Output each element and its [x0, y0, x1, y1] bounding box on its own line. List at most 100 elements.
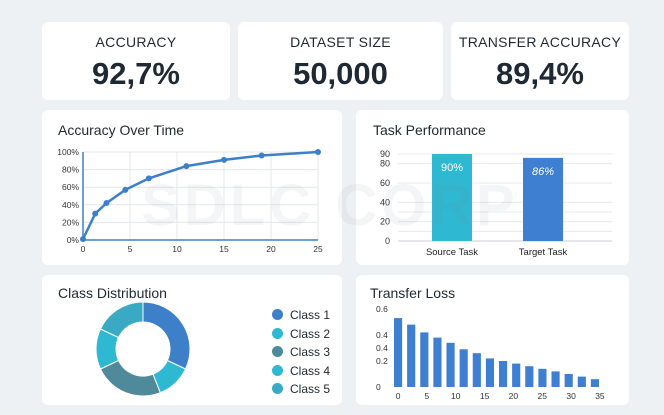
x-tick-label: 0 — [396, 391, 401, 401]
y-tick-label: 0.2 — [376, 356, 388, 366]
transfer-loss-bar-chart: 0 0.2 0.4 0.6 0.4 0 5 10 15 20 25 30 35 — [376, 304, 605, 401]
bar — [420, 332, 429, 387]
bar — [407, 324, 416, 387]
y-tick-label: 90 — [380, 149, 390, 159]
y-tick-label: 0% — [67, 235, 80, 245]
x-tick-label: 10 — [172, 244, 182, 254]
y-tick-label: 40 — [380, 197, 390, 207]
x-tick-label: 25 — [538, 391, 548, 401]
bar — [512, 363, 521, 387]
data-point — [145, 175, 152, 182]
kpi-label: ACCURACY — [95, 34, 177, 50]
bar — [485, 358, 495, 387]
bar — [564, 374, 573, 387]
x-tick-label: 20 — [509, 391, 519, 401]
y-tick-label: 0.6 — [376, 304, 388, 314]
bar-value-label: 90% — [441, 162, 463, 174]
legend-swatch — [272, 327, 283, 339]
donut-slice — [142, 301, 191, 370]
chart-title: Task Performance — [373, 122, 486, 138]
x-tick-label: 5 — [128, 244, 133, 254]
x-tick-label: 20 — [266, 244, 276, 254]
y-tick-label: 20% — [62, 217, 79, 227]
category-label: Target Task — [519, 247, 568, 258]
y-tick-label: 0.4 — [376, 330, 388, 340]
series-line — [81, 150, 319, 240]
x-tick-label: 5 — [425, 391, 430, 401]
x-tick-label: 25 — [313, 244, 323, 254]
kpi-card-accuracy: ACCURACY 92,7% — [42, 22, 230, 100]
kpi-card-dataset-size: DATASET SIZE 50,000 — [238, 22, 443, 100]
y-tick-label: 20 — [380, 217, 390, 227]
legend-label: Class 2 — [290, 326, 331, 341]
chart-title: Accuracy Over Time — [58, 122, 185, 138]
class-distribution-card: Class Distribution Class 1 Class 2 Class 3… — [42, 275, 342, 405]
kpi-label: TRANSFER ACCURACY — [458, 34, 622, 50]
kpi-value: 50,000 — [293, 56, 388, 91]
y-tick-label: 60% — [62, 182, 79, 192]
kpi-value: 92,7% — [92, 56, 180, 91]
legend-swatch — [272, 309, 283, 320]
y-tick-label: 100% — [57, 147, 79, 157]
data-point — [221, 156, 227, 163]
legend-item: Class 5 — [272, 382, 330, 396]
bar — [551, 371, 560, 387]
x-tick-label: 35 — [595, 391, 605, 401]
task-performance-card: Task Performance 0 20 40 60 80 90 90% Source Ta… — [356, 110, 629, 265]
data-point — [315, 149, 321, 155]
x-tick-label: 0 — [81, 244, 86, 254]
data-point — [258, 152, 265, 159]
data-point — [122, 186, 129, 193]
data-point — [92, 210, 99, 217]
data-point — [103, 200, 110, 207]
data-point — [183, 163, 190, 170]
bar — [499, 361, 508, 387]
bar — [432, 154, 472, 241]
kpi-card-transfer-accuracy: TRANSFER ACCURACY 89,4% — [451, 22, 629, 100]
accuracy-line-chart: 0% 20% 40% 60% 80% 100% 0 5 10 15 20 25 — [57, 147, 323, 254]
chart-title: Transfer Loss — [370, 285, 456, 301]
y-tick-label: 0 — [376, 382, 381, 392]
legend-item: Class 3 — [272, 345, 330, 359]
legend-label: Class 3 — [290, 345, 331, 359]
transfer-loss-card: Transfer Loss 0 0.2 0.4 0.6 0.4 0 5 10 15 20 25 30 3… — [356, 275, 629, 405]
y-tick-label: 40% — [62, 200, 79, 210]
x-tick-label: 15 — [480, 391, 490, 401]
data-point — [80, 236, 86, 243]
bar — [433, 337, 442, 387]
bar — [472, 353, 481, 387]
bar — [590, 379, 600, 387]
legend-swatch — [272, 383, 283, 394]
legend-item: Class 1 — [272, 308, 330, 322]
bar — [459, 349, 468, 387]
bar — [538, 368, 547, 387]
kpi-value: 89,4% — [496, 56, 584, 91]
y-tick-label: 80 — [380, 159, 390, 169]
legend-label: Class 4 — [290, 363, 331, 378]
bar — [525, 366, 534, 387]
legend-swatch — [272, 364, 283, 376]
y-tick-label: 0.4 — [376, 343, 388, 353]
legend-item: Class 2 — [272, 327, 330, 341]
y-tick-label: 0 — [385, 236, 390, 246]
bar — [577, 376, 586, 387]
category-label: Source Task — [426, 247, 478, 258]
x-tick-label: 10 — [451, 391, 461, 401]
donut-slice — [99, 359, 161, 397]
accuracy-over-time-card: Accuracy Over Time 0% 20% 40% 60% 80% 100% 0 5 1… — [42, 110, 342, 265]
legend-label: Class 1 — [290, 308, 331, 322]
bar-value-label: 86% — [532, 166, 554, 178]
x-tick-label: 15 — [219, 244, 229, 254]
bar — [446, 342, 455, 387]
legend-label: Class 5 — [290, 382, 331, 396]
legend-swatch — [272, 346, 283, 357]
bar — [523, 157, 563, 241]
y-tick-label: 80% — [62, 165, 79, 175]
donut-slice — [99, 301, 144, 339]
class-distribution-donut — [95, 301, 191, 397]
y-tick-label: 60 — [380, 178, 390, 188]
x-tick-label: 30 — [566, 391, 576, 401]
kpi-label: DATASET SIZE — [290, 34, 391, 50]
chart-title: Class Distribution — [58, 285, 167, 301]
